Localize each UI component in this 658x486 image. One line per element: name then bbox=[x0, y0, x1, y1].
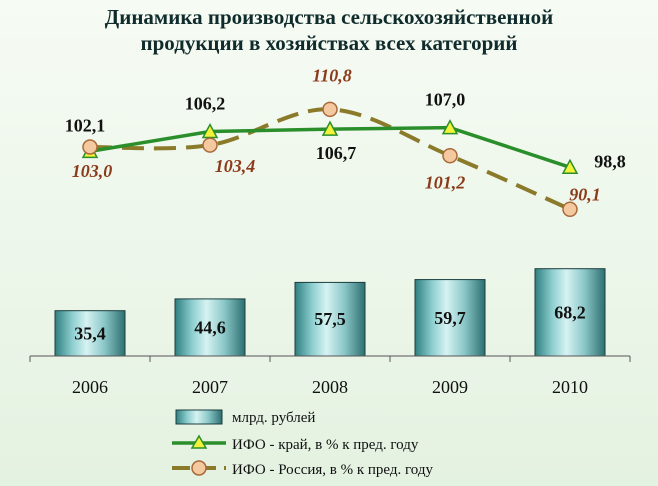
x-tick-label: 2009 bbox=[432, 377, 468, 397]
krai-point-2009 bbox=[441, 119, 459, 135]
bar-2008 bbox=[294, 281, 366, 357]
krai-value-label: 102,1 bbox=[65, 115, 106, 135]
bar-value-label: 59,7 bbox=[434, 308, 466, 328]
russia-point-2006 bbox=[82, 139, 98, 155]
bar-2009 bbox=[414, 279, 486, 357]
bar-value-label: 57,5 bbox=[314, 309, 346, 329]
russia-point-2008 bbox=[322, 101, 338, 118]
x-tick-label: 2006 bbox=[72, 377, 108, 397]
krai-value-label: 98,8 bbox=[594, 151, 626, 171]
bar-value-label: 68,2 bbox=[554, 302, 586, 322]
bar-2010 bbox=[534, 268, 606, 357]
bars-layer: 35,4 44,6 57,5 59,7 68,2 bbox=[54, 268, 606, 357]
legend-label-russia: ИФО - Россия, в % к пред. году bbox=[232, 462, 433, 478]
russia-value-label: 103,0 bbox=[72, 161, 113, 181]
russia-value-label: 103,4 bbox=[215, 156, 256, 176]
krai-value-label: 106,2 bbox=[185, 94, 226, 114]
krai-point-2010 bbox=[561, 158, 579, 175]
legend-krai-marker bbox=[190, 434, 208, 449]
bar-value-label: 44,6 bbox=[194, 317, 226, 337]
chart-title-line-1: Динамика производства сельскохозяйственн… bbox=[105, 5, 553, 29]
russia-value-label: 101,2 bbox=[425, 173, 466, 193]
russia-value-label: 90,1 bbox=[569, 184, 601, 204]
x-tick-label: 2010 bbox=[552, 377, 588, 397]
russia-point-2009 bbox=[442, 147, 458, 164]
legend-label-bars: млрд. рублей bbox=[232, 410, 315, 426]
russia-point-2010 bbox=[562, 201, 578, 218]
chart-title-line-2: продукции в хозяйствах всех категорий bbox=[141, 31, 518, 55]
krai-value-label: 107,0 bbox=[425, 90, 466, 110]
russia-value-label: 110,8 bbox=[312, 65, 352, 85]
legend-label-krai: ИФО - край, в % к пред. году bbox=[232, 437, 419, 453]
legend-russia-marker bbox=[191, 460, 207, 476]
legend-bar-swatch bbox=[175, 409, 223, 425]
x-tick-label: 2008 bbox=[312, 377, 348, 397]
lines-layer: 102,1 106,2 106,7 107,0 98,8 103,0 103,4 110,8 1… bbox=[65, 65, 626, 218]
russia-point-2007 bbox=[202, 137, 218, 153]
krai-point-2008 bbox=[321, 120, 339, 136]
legend: млрд. рублей ИФО - край, в % к пред. году… bbox=[172, 409, 433, 478]
x-tick-label: 2007 bbox=[192, 377, 228, 397]
series-russia-line bbox=[89, 107, 571, 212]
bar-2007 bbox=[174, 298, 246, 357]
krai-value-label: 106,7 bbox=[316, 143, 357, 163]
bar-value-label: 35,4 bbox=[74, 323, 106, 343]
bar-2006 bbox=[54, 310, 126, 357]
x-axis-ticks: 2006 2007 2008 2009 2010 bbox=[29, 356, 631, 397]
